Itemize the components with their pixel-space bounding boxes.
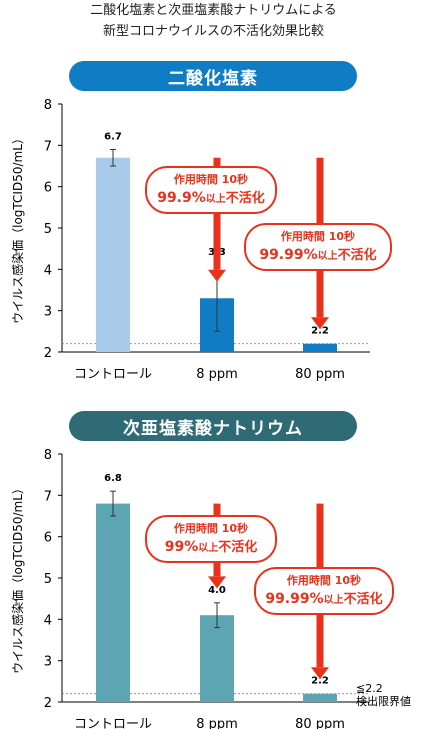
- chart2-callout-80ppm: 作用時間 10秒 99.99%以上不活化: [254, 567, 394, 615]
- callout-percent-value: 99.9: [157, 190, 192, 206]
- arrow-head: [208, 269, 226, 282]
- bar: [303, 693, 337, 702]
- callout-percent-sign: %: [191, 190, 206, 206]
- chart1-callout-80ppm: 作用時間 10秒 99.99%以上不活化: [244, 223, 392, 271]
- callout-above-label: 以上: [323, 595, 344, 606]
- arrow-head: [311, 667, 329, 680]
- callout-above-label: 以上: [205, 194, 226, 205]
- y-tick-label: 8: [44, 448, 52, 463]
- bar: [200, 615, 234, 702]
- chart2-title-pill: 次亜塩素酸ナトリウム: [69, 411, 357, 441]
- callout-inactivation-label: 不活化: [225, 191, 265, 206]
- y-tick-label: 5: [44, 572, 52, 587]
- bar: [96, 157, 130, 352]
- y-tick-label: 8: [44, 98, 52, 113]
- y-tick-label: 4: [44, 263, 52, 278]
- y-tick-label: 7: [44, 139, 52, 154]
- y-axis-label: ウイルス感染価（logTCID50/mL）: [10, 482, 25, 674]
- callout-percent-value: 99.99: [265, 591, 310, 607]
- callout-percent-sign: %: [303, 247, 318, 263]
- bar: [303, 343, 337, 352]
- callout-above-label: 以上: [198, 543, 219, 554]
- callout-time-label: 作用時間 10秒: [280, 230, 356, 243]
- data-label: 4.0: [208, 585, 226, 596]
- detection-limit-label: 検出限界値: [356, 695, 411, 708]
- chart1-title-pill: 二酸化塩素: [69, 61, 357, 91]
- callout-time-label: 作用時間 10秒: [173, 522, 249, 535]
- data-label: 6.8: [104, 473, 122, 484]
- category-label: 8 ppm: [196, 717, 238, 729]
- bar: [96, 503, 130, 702]
- category-label: 8 ppm: [196, 367, 238, 382]
- y-tick-label: 2: [44, 346, 52, 361]
- page-title-line2: 新型コロナウイルスの不活化効果比較: [102, 24, 324, 39]
- callout-percent-value: 99.99: [259, 247, 304, 263]
- data-label: 2.2: [311, 326, 329, 337]
- y-tick-label: 2: [44, 696, 52, 711]
- callout-percent-sign: %: [309, 591, 324, 607]
- callout-inactivation-label: 不活化: [337, 248, 377, 263]
- y-tick-label: 5: [44, 222, 52, 237]
- callout-percent-value: 99: [164, 539, 185, 555]
- callout-inactivation-label: 不活化: [218, 540, 258, 555]
- page-title-line1: 二酸化塩素と次亜塩素酸ナトリウムによる: [90, 3, 337, 18]
- y-tick-label: 7: [44, 489, 52, 504]
- y-tick-label: 6: [44, 531, 52, 546]
- y-tick-label: 3: [44, 305, 52, 320]
- detection-limit-note: ≦2.2 検出限界値: [356, 682, 411, 708]
- y-tick-label: 4: [44, 613, 52, 628]
- y-tick-label: 6: [44, 181, 52, 196]
- category-label: 80 ppm: [295, 367, 345, 382]
- data-label: 2.2: [311, 676, 329, 687]
- detection-limit-value: ≦2.2: [356, 682, 383, 695]
- chart1-callout-8ppm: 作用時間 10秒 99.9%以上不活化: [145, 166, 277, 214]
- arrow-head: [311, 317, 329, 330]
- category-label: 80 ppm: [295, 717, 345, 729]
- y-axis-label: ウイルス感染価（logTCID50/mL）: [10, 132, 25, 324]
- category-label: コントロール: [74, 367, 152, 382]
- callout-time-label: 作用時間 10秒: [286, 574, 362, 587]
- chart2-callout-8ppm: 作用時間 10秒 99%以上不活化: [145, 515, 277, 563]
- callout-above-label: 以上: [317, 251, 338, 262]
- callout-inactivation-label: 不活化: [343, 592, 383, 607]
- y-tick-label: 3: [44, 655, 52, 670]
- callout-time-label: 作用時間 10秒: [173, 173, 249, 186]
- page-title: 二酸化塩素と次亜塩素酸ナトリウムによる 新型コロナウイルスの不活化効果比較: [0, 0, 427, 42]
- callout-percent-sign: %: [184, 539, 199, 555]
- data-label: 6.7: [104, 131, 122, 142]
- arrow-head: [208, 576, 226, 589]
- category-label: コントロール: [74, 717, 152, 729]
